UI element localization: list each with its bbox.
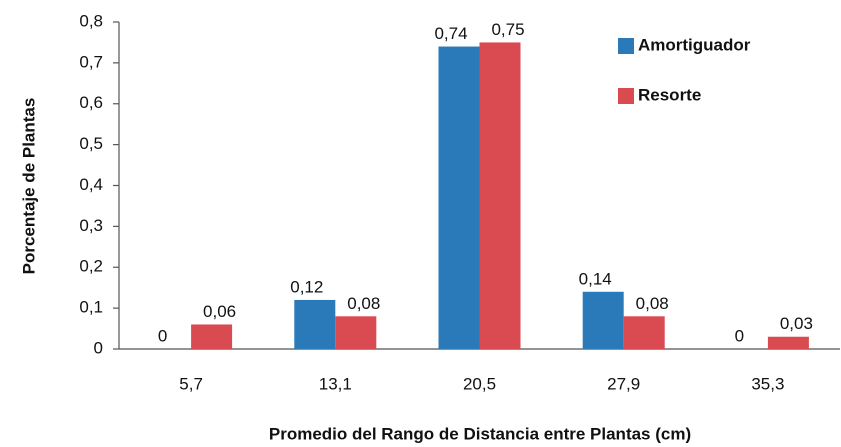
value-label: 0,74: [434, 24, 467, 43]
y-tick-label: 0,6: [79, 93, 103, 112]
bar: [479, 42, 521, 349]
legend-label: Amortiguador: [638, 35, 751, 54]
value-label: 0,08: [347, 294, 380, 313]
value-label: 0: [158, 326, 167, 345]
bar: [767, 336, 809, 349]
y-axis-title: Porcentaje de Plantas: [19, 98, 38, 275]
bar: [582, 291, 624, 349]
x-axis-title: Promedio del Rango de Distancia entre Pl…: [269, 424, 691, 443]
legend-swatch: [618, 38, 634, 54]
y-tick-label: 0,7: [79, 52, 103, 71]
y-tick-label: 0,2: [79, 257, 103, 276]
x-tick-label: 5,7: [179, 374, 203, 393]
y-tick-label: 0,4: [79, 175, 103, 194]
x-tick-label: 35,3: [751, 374, 784, 393]
value-label: 0,08: [636, 294, 669, 313]
bar: [191, 324, 233, 349]
y-tick-label: 0,1: [79, 298, 103, 317]
value-label: 0: [735, 326, 744, 345]
bar: [623, 316, 665, 349]
x-tick-label: 27,9: [607, 374, 640, 393]
y-tick-label: 0: [94, 338, 103, 357]
y-tick-label: 0,8: [79, 11, 103, 30]
legend-label: Resorte: [638, 85, 701, 104]
value-label: 0,12: [290, 277, 323, 296]
y-tick-label: 0,3: [79, 216, 103, 235]
legend-swatch: [618, 88, 634, 104]
x-tick-label: 13,1: [319, 374, 352, 393]
value-label: 0,75: [491, 20, 524, 39]
bar: [294, 299, 336, 349]
value-label: 0,03: [780, 314, 813, 333]
y-tick-label: 0,5: [79, 134, 103, 153]
x-tick-label: 20,5: [463, 374, 496, 393]
bar: [335, 316, 377, 349]
value-label: 0,06: [203, 302, 236, 321]
bar: [438, 46, 480, 350]
value-label: 0,14: [579, 269, 612, 288]
